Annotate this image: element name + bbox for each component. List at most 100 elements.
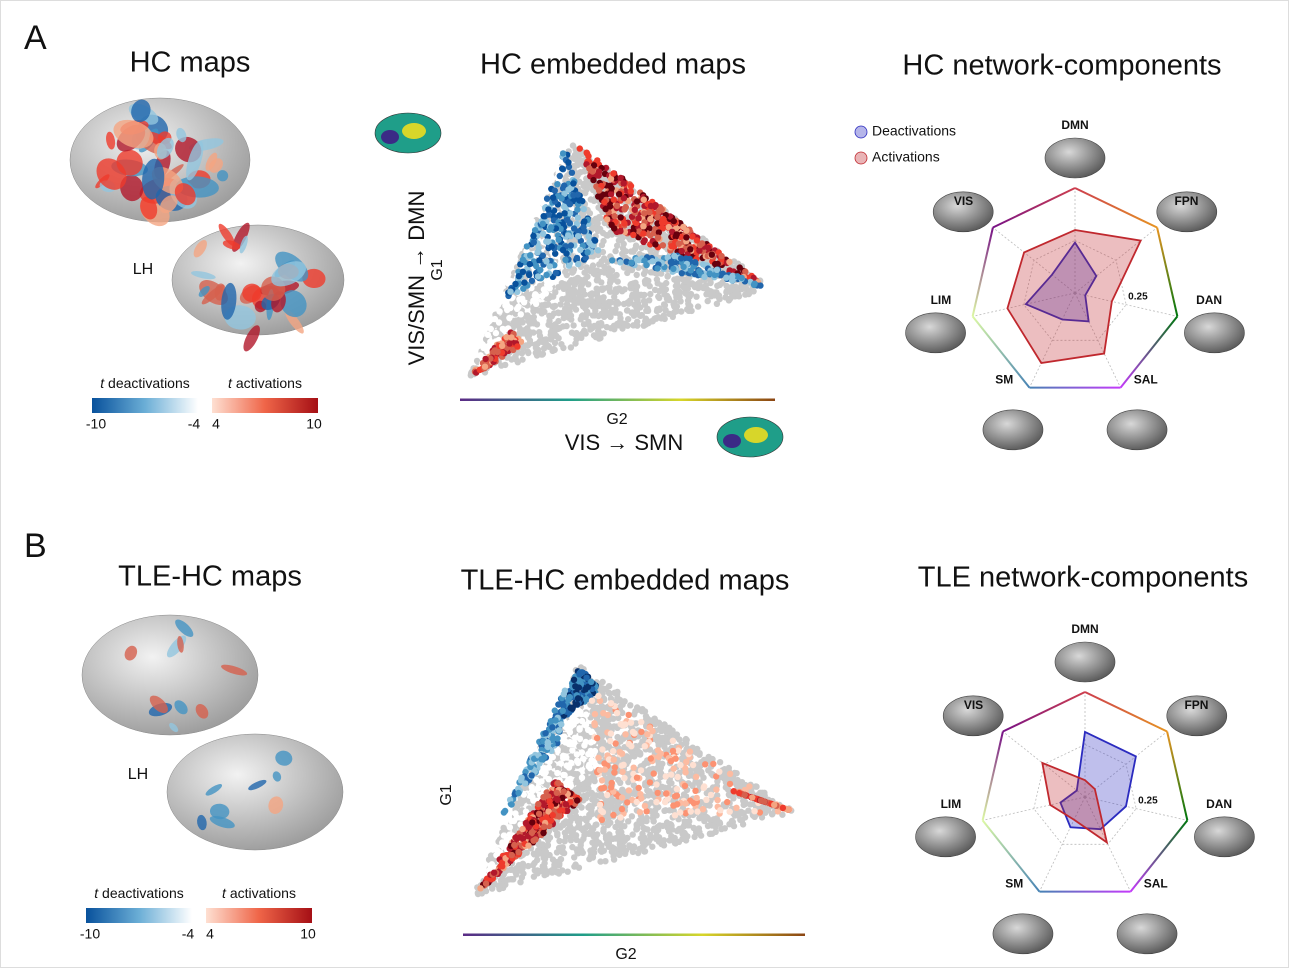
scatter-dot bbox=[630, 231, 637, 239]
scatter-dot bbox=[526, 271, 533, 279]
scatter-dot bbox=[557, 760, 565, 767]
scatter-dot bbox=[566, 822, 574, 830]
scatter-dot bbox=[553, 858, 560, 866]
scatter-dot bbox=[542, 339, 549, 347]
scatter-dot bbox=[534, 340, 541, 347]
scatter-dot bbox=[535, 810, 543, 817]
scatter-dot bbox=[597, 792, 604, 799]
brain-blob bbox=[201, 284, 225, 305]
scatter-dot bbox=[605, 843, 612, 850]
scatter-dot bbox=[599, 678, 606, 686]
scatter-dot bbox=[617, 259, 624, 266]
scatter-dot bbox=[634, 747, 641, 755]
scatter-dot bbox=[724, 786, 732, 793]
scatter-dot bbox=[514, 288, 521, 295]
scatter-dot bbox=[675, 240, 683, 247]
colorbar-negative bbox=[92, 398, 198, 413]
scatter-dot bbox=[655, 293, 662, 300]
scatter-dot bbox=[607, 230, 614, 237]
scatter-dot bbox=[542, 730, 549, 737]
scatter-dot bbox=[512, 356, 520, 363]
colorbar-title: t activations bbox=[228, 375, 302, 391]
scatter-dot bbox=[629, 293, 636, 300]
scatter-dot bbox=[555, 317, 562, 325]
colorbar-title-text: activations bbox=[236, 375, 302, 391]
scatter-dot bbox=[577, 237, 585, 245]
brain-blob bbox=[221, 664, 248, 676]
scatter-dot bbox=[551, 339, 559, 347]
brain-blob bbox=[169, 722, 179, 733]
scatter-dot bbox=[608, 267, 616, 274]
scatter-dot bbox=[660, 231, 667, 238]
scatter-dot bbox=[668, 243, 675, 250]
scatter-dot bbox=[574, 214, 581, 221]
scatter-dot bbox=[741, 798, 749, 806]
colorbar-tick-label: -4 bbox=[188, 416, 201, 432]
scatter-dot bbox=[713, 300, 721, 307]
scatter-dot bbox=[523, 820, 530, 827]
scatter-dot bbox=[567, 344, 575, 351]
scatter-dot bbox=[673, 294, 680, 301]
brain-blob bbox=[149, 695, 168, 714]
scatter-dot bbox=[581, 228, 588, 235]
scatter-dot bbox=[531, 227, 539, 234]
scatter-dot bbox=[602, 205, 609, 213]
scatter-dot bbox=[560, 314, 567, 322]
scatter-dot bbox=[535, 785, 542, 792]
scatter-dot bbox=[595, 312, 602, 320]
scatter-dot bbox=[520, 299, 528, 306]
scatter-dot bbox=[515, 789, 522, 797]
scatter-dot bbox=[635, 215, 642, 222]
scatter-dot bbox=[597, 334, 604, 342]
scatter-dot bbox=[574, 157, 581, 165]
hemisphere-label: LH bbox=[128, 766, 148, 783]
scatter-dot bbox=[620, 843, 627, 850]
scatter-dot bbox=[562, 738, 570, 746]
scatter-dot bbox=[549, 347, 556, 354]
scatter-dot bbox=[534, 249, 541, 256]
scatter-dot bbox=[487, 863, 494, 870]
scatter-dot bbox=[726, 267, 733, 274]
scatter-dot bbox=[708, 822, 716, 829]
scatter-dot bbox=[558, 195, 565, 202]
scatter-dot bbox=[555, 727, 563, 734]
scatter-dot bbox=[570, 180, 577, 187]
colorbar-title: t deactivations bbox=[94, 885, 184, 901]
scatter-dot bbox=[494, 847, 501, 854]
scatter-dot bbox=[528, 784, 535, 791]
scatter-dot bbox=[635, 849, 642, 857]
scatter-dot bbox=[610, 170, 617, 177]
scatter-dot bbox=[633, 271, 640, 279]
scatter-dot bbox=[573, 751, 581, 758]
scatter-dot bbox=[640, 297, 648, 305]
scatter-dot bbox=[680, 263, 687, 271]
scatter-dot bbox=[705, 767, 712, 774]
scatter-dot bbox=[624, 322, 631, 329]
scatter-dot bbox=[508, 817, 515, 825]
colorbar-tick-label: 10 bbox=[300, 926, 316, 942]
scatter-dot bbox=[634, 318, 641, 325]
scatter-dot bbox=[661, 291, 668, 298]
scatter-dot bbox=[554, 181, 561, 188]
panel-title: HC embedded maps bbox=[480, 49, 746, 81]
scatter-dot bbox=[536, 257, 543, 264]
scatter-dot bbox=[576, 293, 583, 301]
scatter-dot bbox=[561, 210, 568, 217]
scatter-dot bbox=[545, 206, 552, 213]
scatter-dot bbox=[560, 281, 567, 288]
scatter-dot bbox=[579, 330, 586, 337]
panel-title: HC network-components bbox=[902, 50, 1221, 82]
scatter-dot bbox=[612, 305, 619, 313]
scatter-dot bbox=[664, 824, 672, 832]
scatter-dot bbox=[644, 826, 651, 833]
scatter-dot bbox=[604, 303, 611, 310]
scatter-dot bbox=[659, 242, 667, 249]
scatter-dot bbox=[633, 823, 641, 830]
scatter-dot bbox=[653, 276, 661, 283]
colorbar-tick-label: 4 bbox=[206, 926, 214, 942]
brain-blob bbox=[218, 223, 235, 246]
scatter-dot bbox=[570, 225, 578, 232]
scatter-dot bbox=[589, 796, 596, 803]
scatter-dot bbox=[551, 187, 558, 194]
